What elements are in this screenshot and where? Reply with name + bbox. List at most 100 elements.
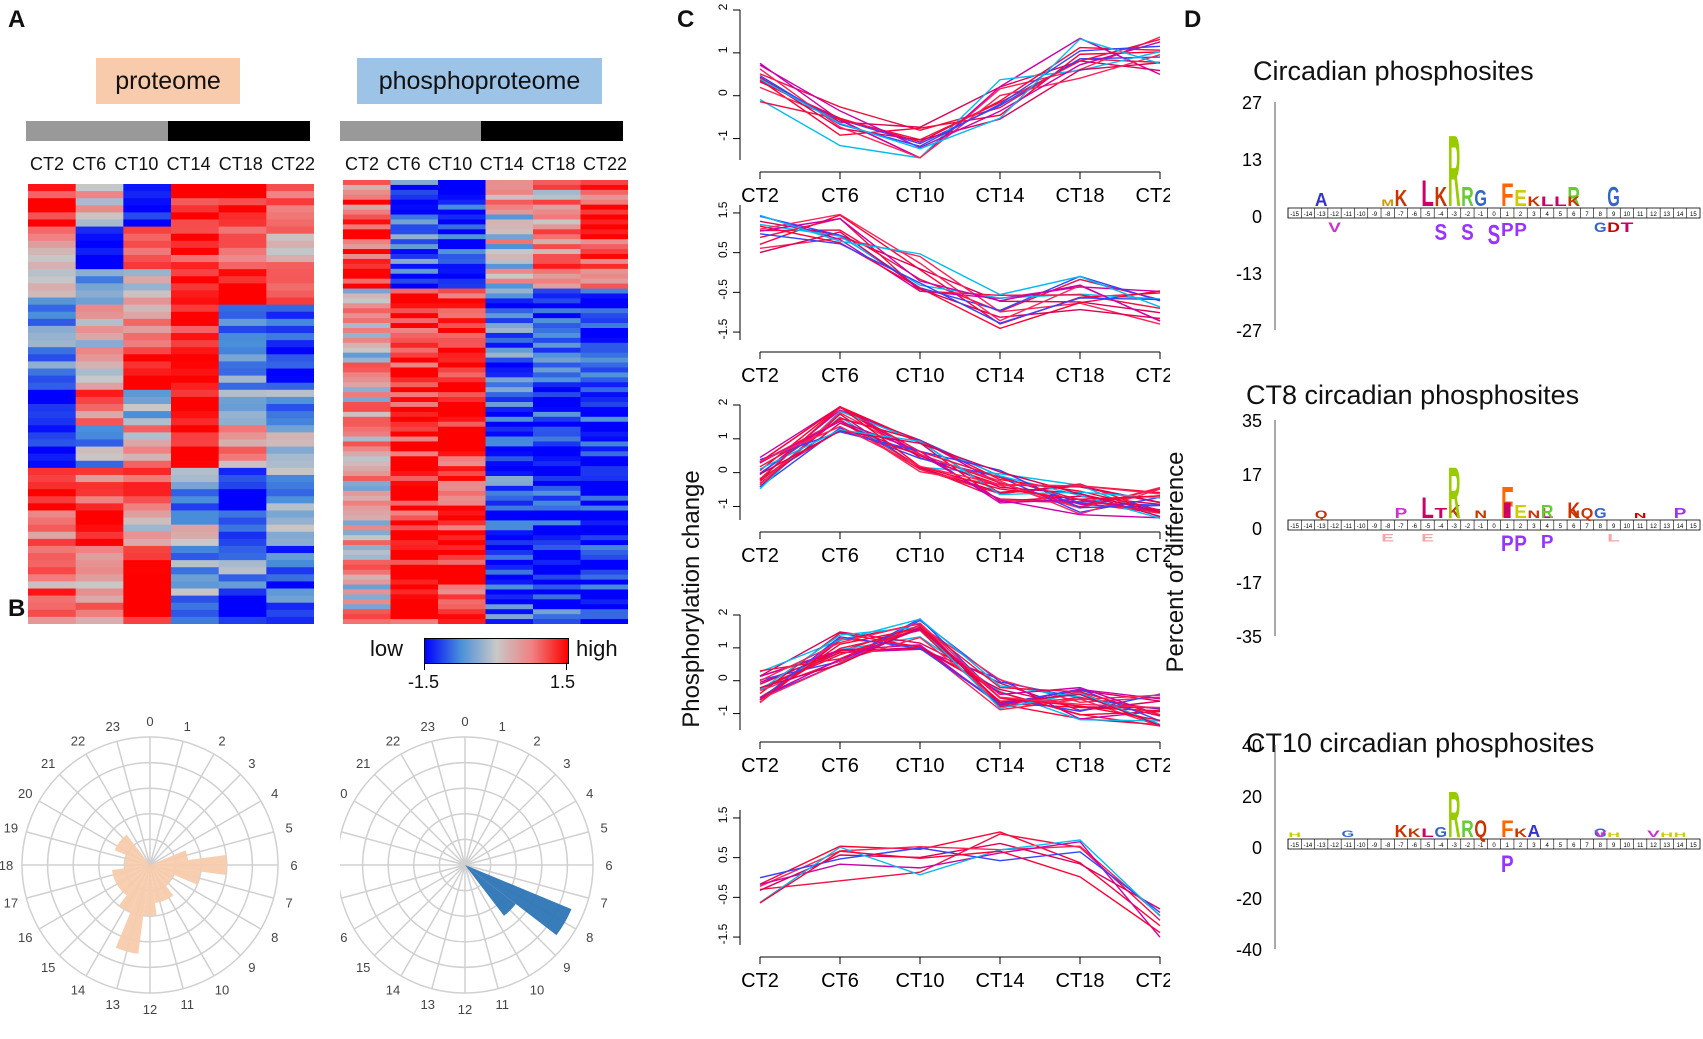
heatmap-cell bbox=[533, 589, 581, 595]
x-tick-label: CT6 bbox=[821, 185, 859, 207]
heatmap-cell bbox=[580, 387, 628, 393]
ct-label: CT22 bbox=[582, 154, 627, 174]
heatmap-cell bbox=[438, 318, 486, 324]
heatmap-cell bbox=[343, 515, 391, 521]
heatmap-cell bbox=[28, 524, 77, 533]
ct-label: CT10 bbox=[114, 154, 159, 174]
radial-bar bbox=[150, 865, 201, 885]
heatmap-cell bbox=[343, 485, 391, 492]
heatmap-cell bbox=[580, 594, 628, 600]
heatmap-cell bbox=[123, 254, 172, 263]
heatmap-cell bbox=[123, 517, 172, 526]
position-label: 0 bbox=[1492, 524, 1496, 530]
heatmap-cell bbox=[580, 308, 628, 314]
heatmap-cell bbox=[438, 416, 486, 423]
heatmap-cell bbox=[218, 595, 267, 604]
heatmap-cell bbox=[438, 372, 486, 378]
heatmap-cell bbox=[218, 382, 267, 391]
x-tick-label: CT14 bbox=[976, 970, 1025, 992]
heatmap-cell bbox=[266, 418, 314, 426]
heatmap-cell bbox=[343, 456, 391, 462]
heatmap-cell bbox=[533, 234, 581, 240]
logo-letter: Q bbox=[1315, 509, 1328, 521]
heatmap-cell bbox=[390, 234, 439, 240]
heatmap-cell bbox=[75, 524, 124, 533]
heatmap-cell bbox=[123, 524, 172, 533]
heatmap-cell bbox=[171, 347, 220, 355]
position-label: -1 bbox=[1478, 212, 1484, 218]
heatmap-cell bbox=[390, 337, 439, 344]
heatmap-cell bbox=[533, 397, 581, 403]
heatmap-cell bbox=[580, 347, 628, 354]
heatmap-cell bbox=[485, 426, 534, 433]
heatmap-cell bbox=[28, 226, 77, 235]
heatmap-cell bbox=[438, 510, 486, 516]
logo-y-tick-label: 27 bbox=[1242, 93, 1262, 113]
profile-line bbox=[759, 231, 1161, 320]
hour-label: 0 bbox=[146, 714, 153, 729]
logo-letter: K bbox=[1567, 498, 1580, 523]
heatmap-cell bbox=[390, 249, 439, 255]
x-tick-label: CT10 bbox=[896, 970, 945, 992]
heatmap-cell bbox=[390, 278, 439, 285]
heatmap-cell bbox=[218, 226, 267, 235]
heatmap-cell bbox=[343, 283, 391, 290]
heatmap-cell bbox=[533, 377, 581, 383]
position-label: -14 bbox=[1304, 524, 1313, 530]
heatmap-cell bbox=[75, 375, 124, 384]
heatmap-cell bbox=[171, 404, 220, 412]
heatmap-cell bbox=[580, 495, 628, 502]
heatmap-cell bbox=[580, 406, 628, 413]
heatmap-cell bbox=[533, 604, 581, 610]
ct-label: CT14 bbox=[166, 154, 211, 174]
heatmap-cell bbox=[171, 269, 220, 277]
profile-line bbox=[759, 845, 1161, 916]
heatmap-cell bbox=[123, 553, 172, 561]
heatmap-cell bbox=[28, 503, 77, 511]
heatmap-cell bbox=[485, 416, 534, 423]
profile-line bbox=[759, 627, 1161, 722]
heatmap-cell bbox=[390, 352, 439, 359]
heatmap-cell bbox=[218, 453, 267, 462]
heatmap-cell bbox=[533, 564, 581, 571]
heatmap-cell bbox=[390, 224, 439, 230]
heatmap-cell bbox=[266, 432, 314, 440]
heatmap-cell bbox=[343, 426, 391, 433]
heatmap-cell bbox=[438, 298, 486, 304]
y-tick-label: -1 bbox=[716, 498, 730, 509]
heatmap-cell bbox=[343, 421, 391, 428]
heatmap-cell bbox=[533, 308, 581, 314]
logo-letter: L bbox=[1421, 492, 1434, 525]
colorbar-gradient bbox=[424, 638, 569, 664]
heatmap-cell bbox=[28, 553, 77, 561]
heatmap-cell bbox=[171, 560, 220, 568]
heatmap-cell bbox=[390, 347, 439, 354]
heatmap-cell bbox=[266, 325, 314, 334]
hour-label: 2 bbox=[533, 733, 540, 748]
heatmap-cell bbox=[343, 397, 391, 403]
heatmap-cell bbox=[580, 436, 628, 442]
heatmap-cell bbox=[533, 436, 581, 442]
heatmap-cell bbox=[438, 362, 486, 368]
logo-y-tick-label: -35 bbox=[1236, 627, 1262, 647]
heatmap-cell bbox=[580, 180, 628, 186]
position-label: -10 bbox=[1357, 212, 1366, 218]
heatmap-cell bbox=[580, 397, 628, 403]
hour-label: 14 bbox=[71, 983, 85, 998]
heatmap-cell bbox=[28, 404, 77, 412]
position-label: -11 bbox=[1344, 843, 1353, 849]
heatmap-cell bbox=[171, 247, 220, 256]
heatmap-cell bbox=[390, 431, 439, 438]
heatmap-cell bbox=[171, 191, 220, 199]
heatmap-cell bbox=[266, 474, 314, 483]
hour-label: 2 bbox=[218, 733, 225, 748]
position-label: -2 bbox=[1465, 524, 1471, 530]
heatmap-cell bbox=[218, 567, 267, 575]
heatmap-cell bbox=[485, 520, 534, 526]
hour-label: 11 bbox=[496, 997, 510, 1012]
heatmap-cell bbox=[266, 340, 314, 348]
logo-letter: H bbox=[1288, 833, 1301, 839]
heatmap-cell bbox=[390, 362, 439, 368]
heatmap-cell bbox=[218, 482, 267, 490]
logo-y-tick-label: -20 bbox=[1236, 889, 1262, 909]
